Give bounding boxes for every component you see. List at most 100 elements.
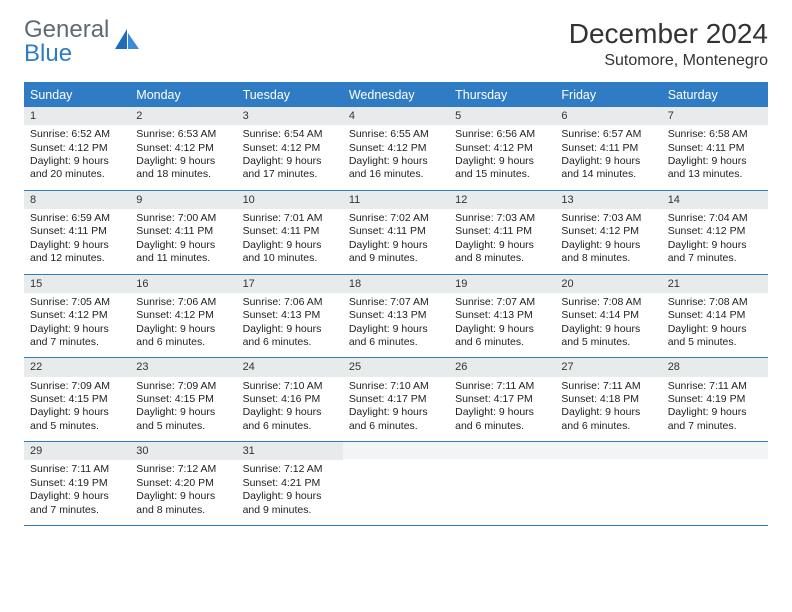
daylight-text: Daylight: 9 hours and 8 minutes. (136, 490, 230, 517)
day-number: 25 (343, 358, 449, 376)
sunset-text: Sunset: 4:14 PM (561, 309, 655, 322)
day-number (343, 442, 449, 459)
weekday-header: Saturday (662, 84, 768, 106)
day-cell: 9Sunrise: 7:00 AMSunset: 4:11 PMDaylight… (130, 191, 236, 274)
weekday-header: Tuesday (237, 84, 343, 106)
day-number: 19 (449, 275, 555, 293)
sunrise-text: Sunrise: 7:12 AM (243, 463, 337, 476)
sunrise-text: Sunrise: 6:58 AM (668, 128, 762, 141)
daylight-text: Daylight: 9 hours and 9 minutes. (243, 490, 337, 517)
day-body: Sunrise: 7:07 AMSunset: 4:13 PMDaylight:… (343, 293, 449, 358)
day-cell: 18Sunrise: 7:07 AMSunset: 4:13 PMDayligh… (343, 275, 449, 358)
day-number: 30 (130, 442, 236, 460)
day-body: Sunrise: 7:09 AMSunset: 4:15 PMDaylight:… (24, 377, 130, 442)
daylight-text: Daylight: 9 hours and 6 minutes. (243, 406, 337, 433)
day-cell: 15Sunrise: 7:05 AMSunset: 4:12 PMDayligh… (24, 275, 130, 358)
day-cell (449, 442, 555, 525)
daylight-text: Daylight: 9 hours and 20 minutes. (30, 155, 124, 182)
day-cell: 29Sunrise: 7:11 AMSunset: 4:19 PMDayligh… (24, 442, 130, 525)
day-number: 21 (662, 275, 768, 293)
sunrise-text: Sunrise: 7:09 AM (136, 380, 230, 393)
sunset-text: Sunset: 4:13 PM (455, 309, 549, 322)
day-number: 12 (449, 191, 555, 209)
day-cell: 4Sunrise: 6:55 AMSunset: 4:12 PMDaylight… (343, 107, 449, 190)
day-number (449, 442, 555, 459)
day-body: Sunrise: 7:10 AMSunset: 4:17 PMDaylight:… (343, 377, 449, 442)
sunset-text: Sunset: 4:11 PM (349, 225, 443, 238)
day-body: Sunrise: 7:02 AMSunset: 4:11 PMDaylight:… (343, 209, 449, 274)
sunset-text: Sunset: 4:12 PM (136, 142, 230, 155)
sunset-text: Sunset: 4:12 PM (30, 309, 124, 322)
day-cell: 8Sunrise: 6:59 AMSunset: 4:11 PMDaylight… (24, 191, 130, 274)
sunrise-text: Sunrise: 7:03 AM (561, 212, 655, 225)
daylight-text: Daylight: 9 hours and 6 minutes. (455, 406, 549, 433)
sunset-text: Sunset: 4:11 PM (455, 225, 549, 238)
title-month: December 2024 (569, 18, 768, 50)
sunset-text: Sunset: 4:11 PM (668, 142, 762, 155)
day-cell: 6Sunrise: 6:57 AMSunset: 4:11 PMDaylight… (555, 107, 661, 190)
day-body: Sunrise: 7:11 AMSunset: 4:18 PMDaylight:… (555, 377, 661, 442)
sunrise-text: Sunrise: 7:11 AM (455, 380, 549, 393)
logo-line2: Blue (24, 40, 72, 67)
day-body: Sunrise: 6:56 AMSunset: 4:12 PMDaylight:… (449, 125, 555, 190)
day-cell: 7Sunrise: 6:58 AMSunset: 4:11 PMDaylight… (662, 107, 768, 190)
day-number: 6 (555, 107, 661, 125)
sunset-text: Sunset: 4:15 PM (30, 393, 124, 406)
day-body: Sunrise: 7:05 AMSunset: 4:12 PMDaylight:… (24, 293, 130, 358)
daylight-text: Daylight: 9 hours and 13 minutes. (668, 155, 762, 182)
day-body: Sunrise: 7:12 AMSunset: 4:21 PMDaylight:… (237, 460, 343, 525)
day-body: Sunrise: 6:52 AMSunset: 4:12 PMDaylight:… (24, 125, 130, 190)
calendar-grid: SundayMondayTuesdayWednesdayThursdayFrid… (24, 82, 768, 526)
week-row: 8Sunrise: 6:59 AMSunset: 4:11 PMDaylight… (24, 190, 768, 274)
daylight-text: Daylight: 9 hours and 16 minutes. (349, 155, 443, 182)
daylight-text: Daylight: 9 hours and 5 minutes. (668, 323, 762, 350)
sunrise-text: Sunrise: 7:04 AM (668, 212, 762, 225)
day-cell: 22Sunrise: 7:09 AMSunset: 4:15 PMDayligh… (24, 358, 130, 441)
day-cell: 21Sunrise: 7:08 AMSunset: 4:14 PMDayligh… (662, 275, 768, 358)
daylight-text: Daylight: 9 hours and 8 minutes. (561, 239, 655, 266)
daylight-text: Daylight: 9 hours and 6 minutes. (349, 406, 443, 433)
day-cell: 1Sunrise: 6:52 AMSunset: 4:12 PMDaylight… (24, 107, 130, 190)
day-body: Sunrise: 7:09 AMSunset: 4:15 PMDaylight:… (130, 377, 236, 442)
day-body: Sunrise: 7:04 AMSunset: 4:12 PMDaylight:… (662, 209, 768, 274)
week-row: 15Sunrise: 7:05 AMSunset: 4:12 PMDayligh… (24, 274, 768, 358)
title-block: December 2024 Sutomore, Montenegro (569, 18, 768, 70)
daylight-text: Daylight: 9 hours and 6 minutes. (561, 406, 655, 433)
logo-sail-icon (113, 27, 141, 58)
day-number: 13 (555, 191, 661, 209)
day-body: Sunrise: 7:08 AMSunset: 4:14 PMDaylight:… (662, 293, 768, 358)
sunrise-text: Sunrise: 6:56 AM (455, 128, 549, 141)
day-body: Sunrise: 6:57 AMSunset: 4:11 PMDaylight:… (555, 125, 661, 190)
sunset-text: Sunset: 4:19 PM (30, 477, 124, 490)
day-number: 26 (449, 358, 555, 376)
daylight-text: Daylight: 9 hours and 7 minutes. (30, 490, 124, 517)
sunset-text: Sunset: 4:19 PM (668, 393, 762, 406)
daylight-text: Daylight: 9 hours and 5 minutes. (30, 406, 124, 433)
day-cell: 10Sunrise: 7:01 AMSunset: 4:11 PMDayligh… (237, 191, 343, 274)
day-body: Sunrise: 7:12 AMSunset: 4:20 PMDaylight:… (130, 460, 236, 525)
sunrise-text: Sunrise: 6:53 AM (136, 128, 230, 141)
sunset-text: Sunset: 4:11 PM (561, 142, 655, 155)
day-number: 3 (237, 107, 343, 125)
sunrise-text: Sunrise: 7:05 AM (30, 296, 124, 309)
daylight-text: Daylight: 9 hours and 7 minutes. (668, 239, 762, 266)
weekday-header: Sunday (24, 84, 130, 106)
weekday-header-row: SundayMondayTuesdayWednesdayThursdayFrid… (24, 84, 768, 106)
day-body: Sunrise: 7:03 AMSunset: 4:12 PMDaylight:… (555, 209, 661, 274)
day-cell: 2Sunrise: 6:53 AMSunset: 4:12 PMDaylight… (130, 107, 236, 190)
day-cell: 30Sunrise: 7:12 AMSunset: 4:20 PMDayligh… (130, 442, 236, 525)
daylight-text: Daylight: 9 hours and 8 minutes. (455, 239, 549, 266)
day-cell: 31Sunrise: 7:12 AMSunset: 4:21 PMDayligh… (237, 442, 343, 525)
day-number: 29 (24, 442, 130, 460)
sunrise-text: Sunrise: 7:12 AM (136, 463, 230, 476)
day-body: Sunrise: 7:07 AMSunset: 4:13 PMDaylight:… (449, 293, 555, 358)
daylight-text: Daylight: 9 hours and 6 minutes. (136, 323, 230, 350)
day-cell: 19Sunrise: 7:07 AMSunset: 4:13 PMDayligh… (449, 275, 555, 358)
sunset-text: Sunset: 4:16 PM (243, 393, 337, 406)
day-number: 16 (130, 275, 236, 293)
day-cell: 28Sunrise: 7:11 AMSunset: 4:19 PMDayligh… (662, 358, 768, 441)
day-number: 11 (343, 191, 449, 209)
day-cell (555, 442, 661, 525)
day-number: 31 (237, 442, 343, 460)
sunrise-text: Sunrise: 6:52 AM (30, 128, 124, 141)
